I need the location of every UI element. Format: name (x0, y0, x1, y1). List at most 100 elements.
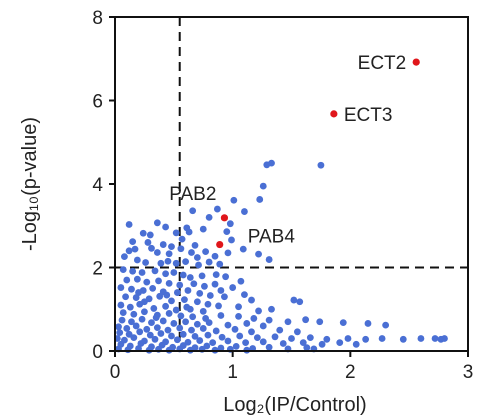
data-point (188, 249, 195, 256)
highlight-point-ect3 (330, 110, 338, 118)
data-point (138, 315, 146, 323)
data-point (288, 335, 295, 342)
data-point (344, 335, 352, 342)
data-point (193, 254, 201, 261)
data-point (231, 325, 239, 333)
data-point (191, 241, 199, 249)
label-pab2: PAB2 (169, 184, 216, 205)
threshold-lines (115, 17, 468, 351)
x-tick-label: 2 (345, 362, 356, 383)
y-tick-label: 6 (92, 92, 103, 113)
data-point (143, 278, 151, 286)
axes: 0 1 2 3 0 2 4 6 8 (92, 8, 473, 383)
data-point (224, 337, 232, 345)
data-point (205, 214, 213, 221)
data-point (116, 329, 124, 337)
data-point (228, 236, 235, 244)
data-point (248, 296, 255, 304)
data-point (125, 221, 133, 228)
data-point (268, 305, 275, 313)
data-point (190, 280, 198, 288)
data-point (163, 291, 171, 299)
data-point (168, 332, 175, 340)
y-tick-label: 4 (92, 175, 103, 196)
data-point (135, 289, 142, 296)
data-point (199, 307, 207, 315)
data-point (117, 284, 125, 291)
data-point (417, 335, 425, 342)
data-point (293, 328, 301, 336)
data-point (126, 303, 134, 311)
data-point (199, 225, 207, 233)
data-point (146, 331, 154, 339)
data-point (279, 340, 287, 347)
data-point (199, 325, 207, 332)
data-point (132, 322, 140, 330)
data-point (230, 196, 238, 204)
data-point (165, 250, 173, 258)
data-point (129, 238, 137, 246)
data-point (123, 325, 131, 332)
data-point (213, 205, 221, 213)
data-point (151, 267, 159, 275)
data-point (224, 249, 232, 257)
data-point (188, 326, 195, 334)
data-point (226, 220, 234, 228)
data-point (212, 271, 220, 278)
data-point (173, 289, 181, 296)
data-point (125, 247, 133, 255)
data-point (123, 276, 131, 284)
data-point (181, 296, 188, 304)
data-point (259, 322, 267, 330)
data-point (232, 343, 240, 350)
data-point (176, 281, 184, 289)
y-tick-label: 0 (92, 342, 103, 363)
data-point (364, 320, 372, 327)
data-point (122, 293, 129, 301)
data-point (255, 250, 262, 258)
data-point (115, 323, 122, 331)
data-point (284, 318, 292, 326)
x-tick-label: 1 (227, 362, 238, 383)
data-point (218, 333, 226, 341)
data-point (206, 292, 214, 299)
highlight-point-ect2 (412, 58, 420, 66)
data-point (191, 332, 199, 340)
data-point (136, 328, 144, 336)
data-point (121, 253, 128, 261)
data-point (290, 296, 298, 304)
data-point (441, 335, 448, 342)
data-point (150, 305, 158, 312)
data-point (229, 284, 237, 291)
data-point (209, 339, 217, 347)
data-point (162, 223, 169, 231)
data-point (159, 241, 167, 248)
highlight-point-pab2 (220, 214, 229, 222)
data-point (130, 334, 138, 342)
data-point (217, 312, 225, 319)
data-point (204, 331, 212, 339)
data-point (183, 303, 191, 311)
data-point (129, 267, 137, 275)
data-point (196, 289, 204, 297)
data-point (144, 239, 152, 246)
data-point (265, 256, 273, 263)
y-tick-label: 2 (92, 259, 103, 280)
data-point (168, 297, 175, 305)
data-point (119, 266, 127, 273)
data-point (205, 319, 213, 327)
data-point (318, 340, 326, 348)
x-tick-label: 0 (110, 362, 121, 383)
data-point (204, 300, 212, 308)
label-ect2: ECT2 (358, 53, 407, 74)
data-point (378, 335, 386, 342)
data-point (185, 228, 193, 236)
data-point (117, 301, 125, 309)
data-point (265, 316, 273, 324)
data-point (221, 293, 228, 301)
data-point (165, 310, 173, 317)
data-point (253, 334, 261, 342)
data-point (222, 273, 230, 281)
data-point (170, 320, 178, 327)
data-point (153, 219, 161, 227)
